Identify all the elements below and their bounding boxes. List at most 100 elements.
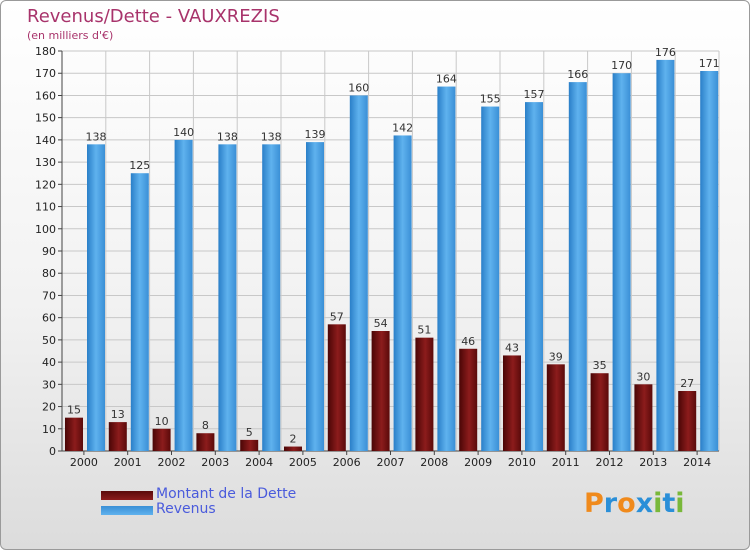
y-tick-label: 130 bbox=[35, 156, 56, 169]
x-tick-label: 2014 bbox=[683, 456, 711, 469]
data-label: 30 bbox=[636, 370, 650, 383]
bar-revenus bbox=[262, 144, 281, 452]
bar-revenus bbox=[700, 71, 719, 451]
bar-dette bbox=[152, 428, 171, 451]
x-tick-label: 2002 bbox=[158, 456, 186, 469]
data-label: 142 bbox=[392, 121, 413, 134]
logo-letter: o bbox=[617, 488, 636, 519]
legend-swatch-dette bbox=[101, 491, 153, 500]
y-tick-label: 120 bbox=[35, 178, 56, 191]
bar-revenus bbox=[306, 142, 324, 451]
legend-label-revenus: Revenus bbox=[156, 501, 216, 517]
bar-dette bbox=[590, 373, 609, 451]
data-label: 138 bbox=[261, 130, 282, 143]
data-label: 125 bbox=[129, 159, 150, 172]
bar-dette bbox=[415, 337, 434, 451]
data-label: 171 bbox=[699, 57, 720, 70]
chart-title: Revenus/Dette - VAUXREZIS bbox=[27, 6, 280, 27]
data-label: 140 bbox=[173, 126, 194, 139]
data-label: 8 bbox=[202, 419, 209, 432]
data-label: 139 bbox=[305, 128, 326, 141]
legend-label-dette: Montant de la Dette bbox=[156, 486, 297, 502]
x-tick-label: 2013 bbox=[639, 456, 667, 469]
bar-dette bbox=[634, 384, 653, 451]
y-tick-label: 70 bbox=[42, 289, 56, 302]
y-tick-label: 180 bbox=[35, 45, 56, 58]
x-tick-label: 2011 bbox=[552, 456, 580, 469]
x-tick-label: 2010 bbox=[508, 456, 536, 469]
data-label: 164 bbox=[436, 73, 457, 86]
y-tick-label: 140 bbox=[35, 134, 56, 147]
data-label: 51 bbox=[417, 324, 431, 337]
bar-dette bbox=[108, 422, 127, 451]
data-label: 10 bbox=[155, 415, 169, 428]
logo-letter: i bbox=[675, 488, 685, 519]
bar-dette bbox=[459, 348, 478, 451]
bar-dette bbox=[196, 433, 215, 451]
bar-revenus bbox=[130, 173, 149, 451]
y-tick-label: 30 bbox=[42, 378, 56, 391]
data-label: 160 bbox=[348, 81, 369, 94]
bar-revenus bbox=[481, 106, 500, 452]
bar-revenus bbox=[87, 144, 105, 452]
data-label: 46 bbox=[461, 335, 475, 348]
bar-revenus bbox=[568, 82, 587, 451]
data-label: 43 bbox=[505, 341, 519, 354]
bar-revenus bbox=[656, 59, 675, 452]
data-label: 155 bbox=[480, 93, 501, 106]
data-label: 157 bbox=[524, 88, 545, 101]
bar-revenus bbox=[218, 144, 237, 452]
x-tick-label: 2001 bbox=[114, 456, 142, 469]
data-label: 27 bbox=[680, 377, 694, 390]
chart-subtitle: (en milliers d'€) bbox=[27, 29, 114, 42]
data-label: 57 bbox=[330, 310, 344, 323]
y-tick-label: 0 bbox=[49, 445, 56, 458]
data-label: 170 bbox=[611, 59, 632, 72]
y-tick-label: 50 bbox=[42, 334, 56, 347]
bar-dette bbox=[240, 439, 259, 451]
data-label: 138 bbox=[86, 130, 107, 143]
bar-dette bbox=[371, 331, 390, 451]
y-tick-label: 20 bbox=[42, 401, 56, 414]
y-tick-label: 90 bbox=[42, 245, 56, 258]
data-label: 15 bbox=[67, 404, 81, 417]
data-label: 166 bbox=[567, 68, 588, 81]
bar-dette bbox=[284, 446, 302, 451]
logo-letter: P bbox=[584, 488, 604, 519]
data-label: 13 bbox=[111, 408, 125, 421]
bar-dette bbox=[546, 364, 565, 451]
bar-revenus bbox=[349, 95, 368, 451]
x-tick-label: 2007 bbox=[377, 456, 405, 469]
x-tick-label: 2000 bbox=[70, 456, 98, 469]
y-tick-label: 40 bbox=[42, 356, 56, 369]
logo-letter: t bbox=[662, 488, 676, 519]
bar-dette bbox=[503, 355, 521, 451]
axes: 0 10 20 30 40 50 60 70 80 90 100 110 120 130 140 150 160… bbox=[35, 45, 719, 469]
data-label: 54 bbox=[374, 317, 388, 330]
data-label: 2 bbox=[290, 433, 297, 446]
x-tick-label: 2009 bbox=[464, 456, 492, 469]
y-tick-label: 170 bbox=[35, 67, 56, 80]
bars bbox=[65, 59, 719, 452]
data-label: 176 bbox=[655, 46, 676, 59]
x-tick-label: 2012 bbox=[596, 456, 624, 469]
bar-revenus bbox=[437, 86, 456, 452]
data-label: 5 bbox=[246, 426, 253, 439]
data-label: 35 bbox=[593, 359, 607, 372]
proxiti-logo: Proxiti bbox=[584, 488, 685, 519]
x-tick-label: 2006 bbox=[333, 456, 361, 469]
bar-revenus bbox=[612, 73, 631, 451]
y-tick-label: 60 bbox=[42, 312, 56, 325]
x-tick-label: 2003 bbox=[201, 456, 229, 469]
x-tick-label: 2008 bbox=[420, 456, 448, 469]
data-label: 39 bbox=[549, 350, 563, 363]
bar-dette bbox=[65, 417, 83, 451]
y-tick-label: 10 bbox=[42, 423, 56, 436]
bar-dette bbox=[678, 391, 697, 451]
y-tick-label: 80 bbox=[42, 267, 56, 280]
logo-letter: x bbox=[635, 488, 654, 519]
legend-swatch-revenus bbox=[101, 506, 153, 515]
bar-revenus bbox=[393, 135, 412, 451]
